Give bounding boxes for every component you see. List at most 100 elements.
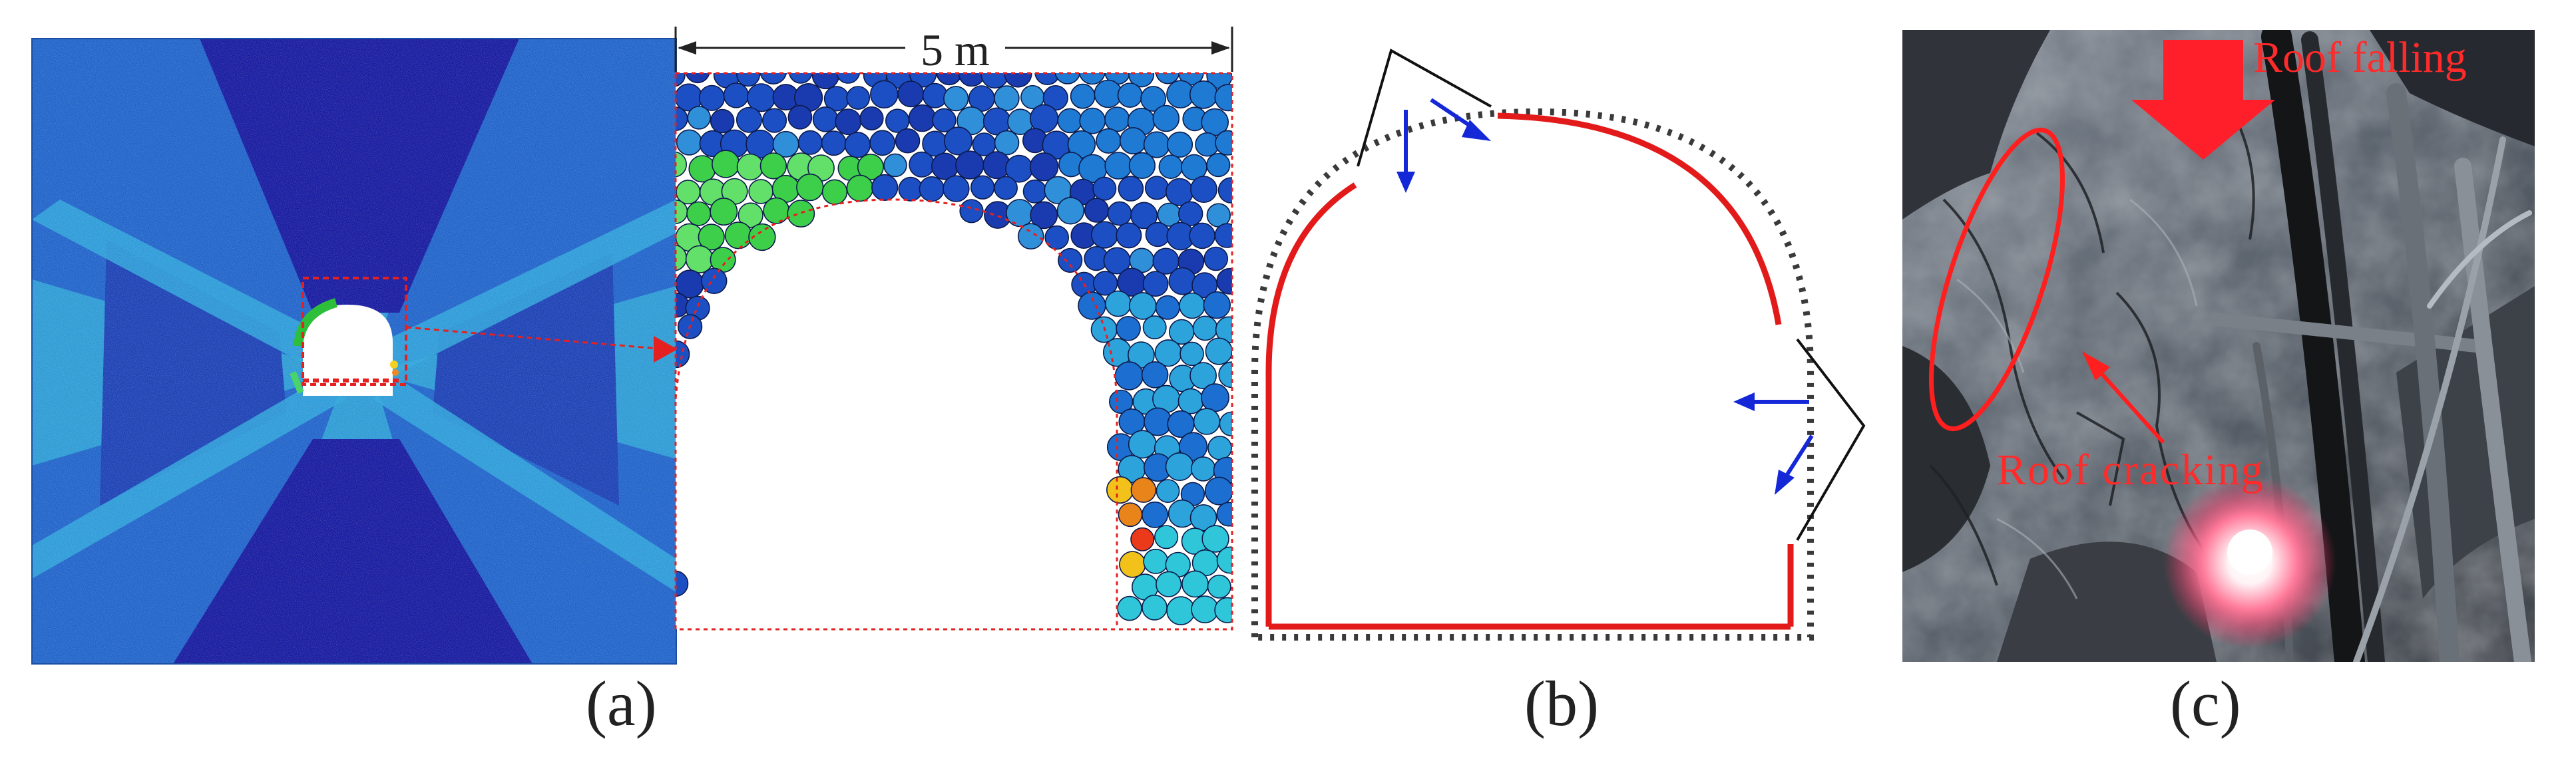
scale-bar: 5 m [674,25,1233,75]
particle [738,202,763,228]
cracking-zone-ellipse [1928,127,2065,432]
particle [936,73,963,86]
particle [1193,408,1221,435]
particle [994,85,1020,111]
particle [701,267,728,294]
particle [1119,127,1147,155]
particle [723,82,750,108]
roof-cracking-label: Roof cracking [1997,446,2264,494]
particle [895,128,921,154]
particle [1128,152,1156,179]
particle [1118,502,1143,528]
particle [1145,222,1171,247]
particle [1180,341,1204,367]
particle [687,106,711,130]
particle [958,73,986,87]
particle [1058,247,1083,273]
particle [1084,198,1110,223]
particle [724,222,753,249]
scale-bar-label: 5 m [921,25,990,75]
particle [897,80,925,108]
particle [1205,337,1232,365]
particle [1114,361,1144,390]
particle [1054,73,1081,84]
particle [1201,383,1230,412]
particle [844,132,871,158]
particle [1116,222,1142,249]
caption-panel-c: (c) [2170,668,2241,739]
particle [909,151,935,178]
particle [1130,477,1157,503]
particle [846,86,871,110]
particle [1216,502,1232,527]
particle [1191,595,1219,624]
particle [676,129,703,156]
particle [1166,131,1193,158]
particle [1207,436,1232,460]
particle [1070,83,1096,109]
particle [688,155,716,183]
caption-panel-a: (a) [586,668,657,739]
particle [1206,153,1231,178]
particle [1105,290,1132,317]
particle [1005,199,1034,228]
particle [759,73,787,84]
particle [994,176,1018,200]
particle [919,176,945,202]
particle [1117,82,1143,108]
particle [1142,271,1169,297]
movement-arrows [1396,98,1814,495]
particle [811,73,839,90]
particle [1090,221,1119,249]
particle [676,151,687,178]
particle [1034,73,1060,85]
particle [1156,73,1180,84]
particle [1154,525,1179,549]
particle [1190,456,1216,482]
particle [763,197,790,224]
particle [1158,154,1183,179]
particle [676,570,689,597]
particle [1189,504,1217,532]
particle [857,154,884,181]
particle [1118,176,1144,202]
particle [821,179,848,205]
particle [1203,246,1228,271]
particle [796,173,824,202]
particle [676,73,686,87]
particle [1117,595,1142,621]
particle [1207,574,1231,599]
particle [870,80,899,109]
particle [1096,128,1122,154]
particle [1128,73,1155,88]
particle [1030,201,1058,230]
particle [1155,295,1180,320]
particle [883,153,907,178]
particle [1203,291,1231,319]
particle [759,152,787,180]
zoom-connector-line [405,326,666,351]
particle [959,199,984,224]
particle [1143,548,1169,574]
particle [1104,152,1132,180]
particle [1214,84,1232,112]
particle [871,174,899,202]
particle [821,130,847,156]
zoom-connector-arrow [654,336,678,363]
particle [1142,501,1169,528]
particle [1119,551,1146,578]
particle [1128,430,1157,459]
particle [812,106,839,132]
roof-wedge-outline [1357,49,1492,167]
particle [710,108,735,134]
particle [1189,80,1218,109]
particle [1106,476,1134,504]
particle [1057,108,1083,134]
particle [943,175,970,202]
particle [859,106,884,131]
particle [1130,527,1155,551]
particle [787,104,813,130]
particle [1044,225,1069,250]
particle [1214,223,1232,248]
particle [1152,104,1180,132]
